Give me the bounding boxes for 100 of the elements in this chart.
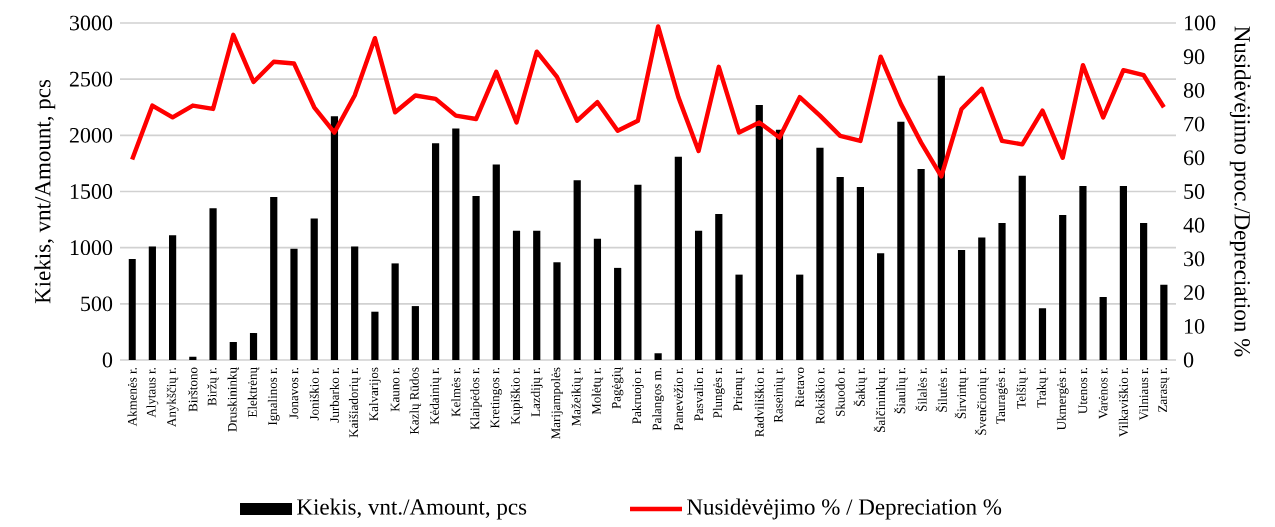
bar: [492, 164, 500, 360]
y-tick-label: 0: [102, 352, 113, 368]
bar: [1059, 215, 1067, 360]
bar: [452, 128, 460, 360]
x-tick-label: Biržų r.: [207, 367, 219, 406]
x-tick-label: Zarasų r.: [1158, 367, 1170, 412]
x-tick-label: Radviliškio r.: [754, 367, 764, 437]
line-series: [129, 24, 1167, 179]
bar: [856, 187, 865, 360]
x-tick-label: Akmenės r.: [127, 367, 137, 427]
x-tick-label: Kauno r.: [390, 367, 400, 412]
y2-tick-label: 20: [1184, 285, 1205, 301]
bar: [937, 75, 945, 360]
y-tick-label: 2000: [69, 127, 113, 143]
x-tick-label: Kupiškio r.: [510, 367, 523, 425]
bar: [1160, 284, 1168, 360]
x-tick-label: Kelmės r.: [451, 367, 461, 417]
x-tick-label: Šakių r.: [853, 367, 868, 406]
bar: [512, 230, 521, 360]
bar: [351, 246, 359, 360]
x-tick-label: Vilkaviškio r.: [1118, 367, 1129, 437]
x-tick-label: Joniškio r.: [309, 367, 319, 421]
x-tick-label: Širvintų r.: [954, 367, 969, 419]
y2-tick-label: 90: [1183, 49, 1205, 65]
x-tick-label: Varėnos r.: [1098, 367, 1108, 419]
bar: [877, 253, 885, 360]
x-tick-label: Anykščių r.: [166, 367, 179, 427]
bar: [715, 213, 723, 360]
bar: [614, 267, 622, 360]
bar: [310, 218, 318, 360]
legend-label: Kiekis, vnt./Amount, pcs: [297, 498, 527, 520]
x-tick-label: Birštono: [188, 367, 198, 412]
x-tick-label: Druskininkų: [227, 367, 240, 432]
x-tick-label: Kretingos r.: [490, 367, 502, 429]
bar: [755, 105, 763, 360]
y2-axis-title: Nusidėvėjimo proc./Depreciation %: [1229, 26, 1251, 357]
bar: [148, 246, 156, 360]
bar: [634, 184, 642, 360]
y2-tick-label: 40: [1183, 217, 1205, 233]
x-tick-label: Alytaus r.: [146, 367, 159, 418]
x-tick-label: Telšių r.: [1016, 367, 1029, 409]
bar: [897, 121, 905, 360]
bar: [917, 169, 925, 360]
x-tick-label: Skuodo r.: [835, 367, 845, 417]
bar: [735, 274, 743, 360]
y2-tick-label: 70: [1184, 116, 1205, 132]
bar: [694, 230, 703, 360]
x-tick-label: Palangos m.: [652, 367, 665, 431]
bar: [290, 248, 298, 360]
y2-tick-label: 80: [1183, 82, 1205, 98]
bar: [957, 249, 966, 360]
bar: [128, 258, 136, 360]
x-tick-label: Kaišiadorių r.: [348, 367, 361, 438]
y2-tick-label: 50: [1184, 184, 1205, 199]
bar: [998, 222, 1006, 360]
x-tick-label: Pakruojo r.: [632, 367, 644, 424]
bar: [431, 143, 440, 360]
bar: [371, 311, 379, 360]
x-tick-label: Molėtų r.: [591, 367, 604, 415]
x-tick-label: Pagėgių: [611, 367, 624, 409]
x-tick-label: Utenos r.: [1078, 367, 1088, 414]
x-tick-label: Lazdijų r.: [530, 367, 543, 417]
bar: [209, 208, 217, 360]
bar: [169, 235, 177, 360]
x-tick-label: Elektrėnų: [247, 367, 260, 418]
bar: [1099, 297, 1107, 360]
x-tick-label: Panevėžio r.: [673, 367, 683, 431]
bar: [836, 176, 844, 360]
x-tick-label: Ignalinos r.: [267, 367, 280, 426]
x-tick-label: Mažeikių r.: [571, 367, 583, 426]
x-tick-label: Rokiškio r.: [815, 367, 825, 424]
bar: [330, 116, 339, 360]
bar: [229, 342, 237, 360]
x-tick-label: Tauragės r.: [996, 367, 1008, 424]
x-tick-label: Rietavo: [795, 367, 805, 408]
bar: [1119, 185, 1127, 360]
legend-label: Nusidėvėjimo % / Depreciation %: [687, 498, 1002, 520]
bar: [1038, 308, 1047, 360]
x-tick-label: Trakų r.: [1036, 367, 1049, 408]
y-axis-title: Kiekis, vnt/Amount, pcs: [34, 79, 56, 304]
x-tick-label: Jonavos r.: [289, 367, 299, 419]
x-tick-label: Šalčininkų r.: [873, 367, 888, 432]
x-tick-label: Ukmergės r.: [1056, 367, 1069, 431]
x-tick-label: Kėdainių r.: [429, 367, 442, 425]
x-tick-label: Kazlų Rūdos: [409, 367, 422, 435]
bar: [978, 237, 986, 360]
bar: [1079, 185, 1087, 360]
y2-tick-label: 100: [1185, 15, 1216, 31]
bar: [249, 333, 258, 360]
y2-tick-label: 0: [1183, 352, 1194, 368]
bar: [391, 263, 399, 360]
x-tick-label: Šiaulių r.: [894, 367, 908, 414]
x-tick-label: Šilutės r.: [935, 367, 948, 412]
x-tick-label: Marijampolės: [551, 367, 563, 439]
bar: [796, 274, 804, 360]
bar: [593, 238, 602, 360]
y-tick-label: 2500: [69, 71, 113, 87]
x-tick-label: Prienų r.: [733, 367, 745, 411]
x-tick-label: Plungės r.: [712, 367, 725, 418]
bar: [573, 180, 581, 360]
